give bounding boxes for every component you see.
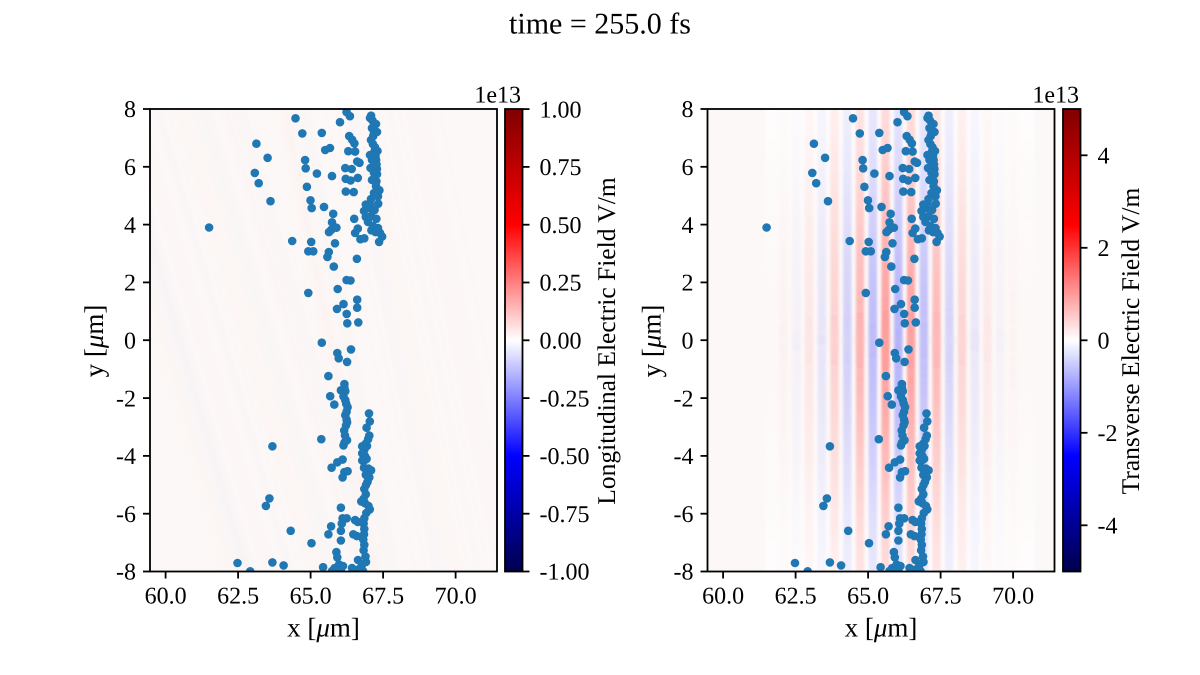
- svg-text:-0.25: -0.25: [540, 386, 590, 412]
- svg-text:4: 4: [1098, 144, 1110, 170]
- svg-text:-6: -6: [116, 502, 136, 528]
- svg-text:-2: -2: [116, 386, 136, 412]
- svg-text:Longitudinal Electric Field V/: Longitudinal Electric Field V/m: [592, 177, 621, 505]
- svg-text:4: 4: [124, 213, 136, 239]
- svg-text:x [μm]: x [μm]: [287, 613, 360, 643]
- svg-text:60.0: 60.0: [145, 584, 187, 610]
- svg-text:-8: -8: [674, 560, 694, 586]
- svg-text:-4: -4: [674, 444, 694, 470]
- svg-text:0.50: 0.50: [540, 213, 582, 239]
- svg-text:y [μm]: y [μm]: [637, 305, 667, 378]
- svg-text:-2: -2: [674, 386, 694, 412]
- svg-text:0.00: 0.00: [540, 329, 582, 355]
- svg-text:0.75: 0.75: [540, 155, 582, 181]
- svg-text:time = 255.0 fs: time = 255.0 fs: [509, 7, 691, 40]
- svg-text:62.5: 62.5: [775, 584, 817, 610]
- svg-text:1e13: 1e13: [1032, 83, 1079, 109]
- svg-text:-4: -4: [116, 444, 136, 470]
- svg-text:0: 0: [1098, 329, 1110, 355]
- svg-text:6: 6: [124, 155, 136, 181]
- svg-text:-0.50: -0.50: [540, 444, 590, 470]
- svg-text:-0.75: -0.75: [540, 502, 590, 528]
- svg-text:-8: -8: [116, 560, 136, 586]
- svg-text:x [μm]: x [μm]: [845, 613, 918, 643]
- svg-text:-1.00: -1.00: [540, 560, 590, 586]
- svg-text:70.0: 70.0: [435, 584, 477, 610]
- svg-text:2: 2: [1098, 236, 1110, 262]
- svg-text:Transverse Electric Field V/m: Transverse Electric Field V/m: [1116, 188, 1145, 495]
- svg-text:65.0: 65.0: [847, 584, 889, 610]
- svg-text:67.5: 67.5: [362, 584, 404, 610]
- svg-text:-4: -4: [1098, 514, 1118, 540]
- svg-text:67.5: 67.5: [920, 584, 962, 610]
- svg-text:65.0: 65.0: [290, 584, 332, 610]
- svg-text:4: 4: [682, 213, 694, 239]
- svg-text:0.25: 0.25: [540, 271, 582, 297]
- svg-text:0: 0: [682, 328, 694, 354]
- svg-text:8: 8: [682, 97, 694, 123]
- svg-text:2: 2: [682, 271, 694, 297]
- svg-text:8: 8: [124, 97, 136, 123]
- svg-text:y [μm]: y [μm]: [79, 305, 109, 378]
- svg-text:-6: -6: [674, 502, 694, 528]
- svg-text:0: 0: [124, 328, 136, 354]
- svg-text:1.00: 1.00: [540, 97, 582, 123]
- svg-text:60.0: 60.0: [702, 584, 744, 610]
- svg-text:1e13: 1e13: [474, 83, 521, 109]
- svg-text:2: 2: [124, 271, 136, 297]
- svg-text:62.5: 62.5: [217, 584, 259, 610]
- svg-text:-2: -2: [1098, 421, 1118, 447]
- svg-text:70.0: 70.0: [992, 584, 1034, 610]
- svg-text:6: 6: [682, 155, 694, 181]
